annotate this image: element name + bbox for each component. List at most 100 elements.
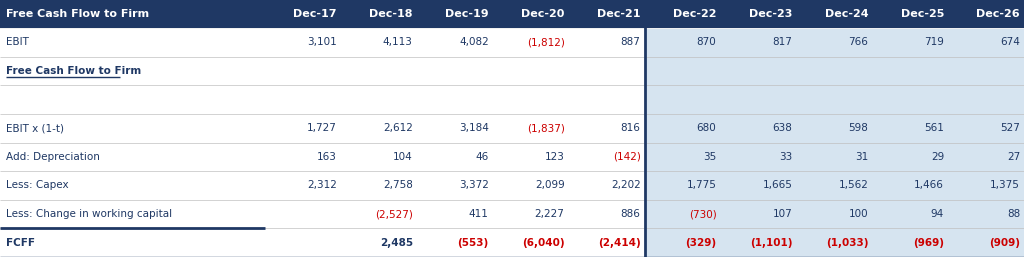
Bar xyxy=(265,171,341,200)
Text: (553): (553) xyxy=(458,238,488,248)
Bar xyxy=(265,228,341,257)
Text: 31: 31 xyxy=(855,152,868,162)
Bar xyxy=(568,114,644,142)
Text: Add: Depreciation: Add: Depreciation xyxy=(6,152,100,162)
Text: 2,099: 2,099 xyxy=(535,180,564,190)
Text: (142): (142) xyxy=(612,152,640,162)
Text: Dec-26: Dec-26 xyxy=(976,9,1020,19)
Bar xyxy=(417,171,493,200)
Bar xyxy=(948,171,1024,200)
Text: Less: Capex: Less: Capex xyxy=(6,180,69,190)
Text: Free Cash Flow to Firm: Free Cash Flow to Firm xyxy=(6,9,150,19)
Text: 123: 123 xyxy=(545,152,564,162)
Text: EBIT: EBIT xyxy=(6,37,29,47)
Text: 719: 719 xyxy=(925,37,944,47)
Bar xyxy=(568,228,644,257)
Bar xyxy=(0,114,265,142)
Text: 886: 886 xyxy=(621,209,640,219)
Bar xyxy=(265,85,341,114)
Text: 1,665: 1,665 xyxy=(763,180,793,190)
Text: (2,527): (2,527) xyxy=(375,209,413,219)
Text: Dec-19: Dec-19 xyxy=(445,9,488,19)
Text: Dec-22: Dec-22 xyxy=(673,9,717,19)
Text: (730): (730) xyxy=(689,209,717,219)
Bar xyxy=(872,85,948,114)
Text: (909): (909) xyxy=(989,238,1020,248)
Text: 2,312: 2,312 xyxy=(307,180,337,190)
Text: 674: 674 xyxy=(1000,37,1020,47)
Text: (1,101): (1,101) xyxy=(750,238,793,248)
Bar xyxy=(948,57,1024,85)
Text: 2,612: 2,612 xyxy=(383,123,413,133)
Text: Free Cash Flow to Firm: Free Cash Flow to Firm xyxy=(6,66,141,76)
Text: 88: 88 xyxy=(1007,209,1020,219)
Bar xyxy=(493,200,568,228)
Text: 100: 100 xyxy=(849,209,868,219)
Text: 1,375: 1,375 xyxy=(990,180,1020,190)
Text: 1,775: 1,775 xyxy=(686,180,717,190)
Bar xyxy=(948,114,1024,142)
Bar xyxy=(644,200,721,228)
Text: 638: 638 xyxy=(772,123,793,133)
Bar xyxy=(948,85,1024,114)
Bar xyxy=(644,142,721,171)
Bar xyxy=(417,200,493,228)
Text: Dec-20: Dec-20 xyxy=(521,9,564,19)
Text: (1,033): (1,033) xyxy=(825,238,868,248)
Bar xyxy=(265,28,341,57)
Bar xyxy=(417,142,493,171)
Bar xyxy=(568,171,644,200)
Bar xyxy=(0,28,265,57)
Bar xyxy=(341,228,417,257)
Bar xyxy=(341,142,417,171)
Text: 1,466: 1,466 xyxy=(914,180,944,190)
Text: (969): (969) xyxy=(913,238,944,248)
Text: 598: 598 xyxy=(848,123,868,133)
Text: EBIT x (1-t): EBIT x (1-t) xyxy=(6,123,63,133)
Text: Less: Change in working capital: Less: Change in working capital xyxy=(6,209,172,219)
Bar xyxy=(493,114,568,142)
Bar xyxy=(948,228,1024,257)
Bar xyxy=(797,142,872,171)
Text: 3,372: 3,372 xyxy=(459,180,488,190)
Text: 766: 766 xyxy=(848,37,868,47)
Bar xyxy=(341,114,417,142)
Bar xyxy=(493,142,568,171)
Bar xyxy=(0,85,265,114)
Text: 3,101: 3,101 xyxy=(307,37,337,47)
Bar xyxy=(265,200,341,228)
Bar xyxy=(872,142,948,171)
Bar xyxy=(721,85,797,114)
Bar xyxy=(568,28,644,57)
Bar xyxy=(0,0,1024,28)
Bar xyxy=(417,57,493,85)
Bar xyxy=(493,85,568,114)
Bar xyxy=(568,85,644,114)
Text: 4,113: 4,113 xyxy=(383,37,413,47)
Bar xyxy=(644,57,721,85)
Bar xyxy=(721,228,797,257)
Bar xyxy=(644,171,721,200)
Bar xyxy=(341,28,417,57)
Text: 27: 27 xyxy=(1007,152,1020,162)
Bar xyxy=(721,171,797,200)
Bar xyxy=(948,28,1024,57)
Text: 107: 107 xyxy=(772,209,793,219)
Bar xyxy=(341,85,417,114)
Bar xyxy=(493,228,568,257)
Text: 2,202: 2,202 xyxy=(610,180,640,190)
Bar xyxy=(797,171,872,200)
Bar xyxy=(872,171,948,200)
Bar xyxy=(341,200,417,228)
Text: (1,812): (1,812) xyxy=(526,37,564,47)
Bar xyxy=(721,142,797,171)
Bar xyxy=(872,200,948,228)
Text: 29: 29 xyxy=(931,152,944,162)
Text: 46: 46 xyxy=(475,152,488,162)
Bar xyxy=(0,57,265,85)
Bar xyxy=(493,28,568,57)
Text: 4,082: 4,082 xyxy=(459,37,488,47)
Text: 817: 817 xyxy=(772,37,793,47)
Text: 2,758: 2,758 xyxy=(383,180,413,190)
Bar xyxy=(721,114,797,142)
